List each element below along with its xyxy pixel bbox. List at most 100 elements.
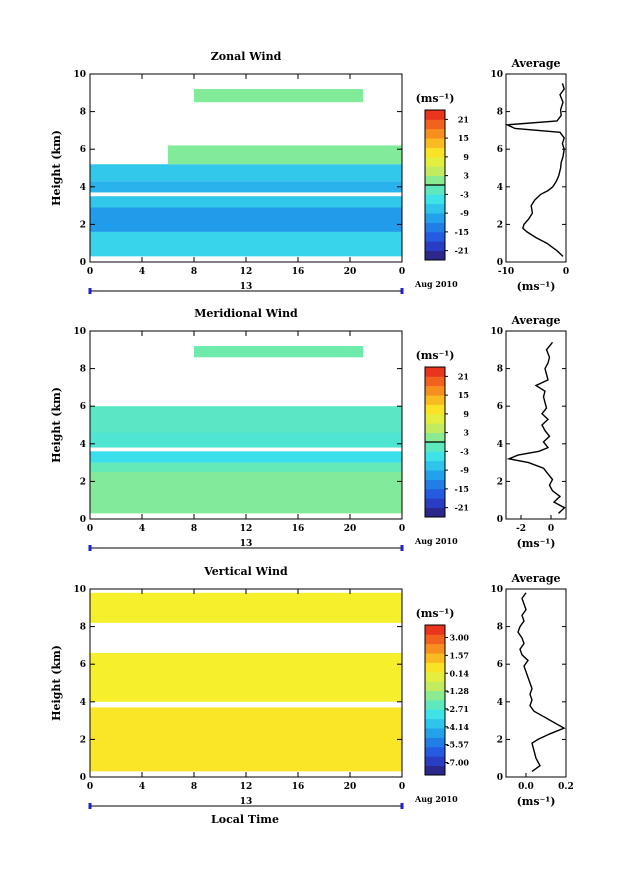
colorbar-tick-label: 21 [458, 114, 469, 124]
colorbar-tick-label: 9 [463, 152, 469, 162]
colorbar-segment [425, 681, 445, 692]
colorbar-segment [425, 367, 445, 377]
y-axis-label: Height (km) [50, 645, 63, 721]
x-tick-label: 0 [87, 524, 93, 534]
colorbar-segment [425, 166, 445, 177]
colorbar-segment [425, 128, 445, 139]
average-y-tick-label: 4 [497, 698, 503, 708]
average-frame [505, 588, 567, 778]
date-month-label: Aug 2010 [414, 536, 458, 546]
panel-title: Vertical Wind [203, 565, 288, 578]
average-profile-line [506, 341, 566, 514]
average-x-label: (ms⁻¹) [517, 280, 556, 293]
colorbar-segment [425, 653, 445, 663]
x-tick-label: 4 [139, 524, 145, 534]
x-tick-label: 20 [344, 267, 357, 277]
y-tick-label: 2 [80, 477, 86, 487]
heatmap-layer [90, 707, 402, 772]
colorbar-segment [425, 442, 445, 452]
colorbar-tick-label: 15 [458, 133, 469, 143]
date-bar-start [88, 288, 92, 294]
average-y-tick-label: 10 [490, 585, 503, 595]
x-tick-label: 12 [240, 524, 253, 534]
date-bar-start [88, 545, 92, 551]
colorbar-tick-label: -3 [460, 446, 469, 456]
colorbar-segment [425, 643, 445, 654]
colorbar-tick-label: 3.00 [450, 633, 470, 643]
colorbar-segment [425, 671, 445, 682]
heatmap-layer [90, 432, 402, 448]
heatmap-layer [90, 164, 402, 182]
heatmap-layer [90, 592, 402, 623]
average-x-tick-label: 0.2 [558, 782, 574, 792]
average-y-tick-label: 0 [497, 515, 503, 525]
average-y-tick-label: 2 [497, 220, 503, 230]
y-tick-label: 0 [80, 515, 86, 525]
colorbar-segment [425, 451, 445, 462]
average-y-tick-label: 0 [497, 258, 503, 268]
x-tick-label: 4 [139, 782, 145, 792]
average-y-tick-label: 6 [497, 660, 503, 670]
y-tick-label: 6 [80, 402, 86, 412]
panel-title: Meridional Wind [194, 307, 298, 320]
x-tick-label: 12 [240, 782, 253, 792]
average-x-label: (ms⁻¹) [517, 537, 556, 550]
y-tick-label: 10 [73, 585, 86, 595]
colorbar-segment [425, 147, 445, 158]
average-x-tick-label: 0 [548, 524, 554, 534]
colorbar-segment [425, 404, 445, 415]
x-tick-label: 8 [191, 524, 197, 534]
colorbar-segment [425, 110, 445, 120]
colorbar-segment [425, 185, 445, 195]
heatmap-layer [90, 231, 402, 257]
colorbar-segment [425, 718, 445, 729]
average-title: Average [510, 57, 560, 70]
colorbar-tick-label: -2.71 [446, 704, 469, 714]
y-tick-label: 4 [80, 440, 86, 450]
average-x-tick-label: -10 [498, 267, 514, 277]
x-tick-label: 0 [399, 524, 405, 534]
colorbar-unit: (ms⁻¹) [416, 349, 455, 362]
colorbar-tick-label: -21 [455, 246, 469, 256]
colorbar-segment [425, 432, 445, 443]
heatmap-layer [90, 462, 402, 472]
date-bar-start [88, 803, 92, 809]
x-tick-label: 8 [191, 267, 197, 277]
colorbar-tick-label: 15 [458, 390, 469, 400]
y-axis-label: Height (km) [50, 387, 63, 463]
date-bar-end [400, 545, 404, 551]
average-y-tick-label: 10 [490, 70, 503, 80]
date-bar-end [400, 803, 404, 809]
colorbar-segment [425, 413, 445, 424]
colorbar-tick-label: -7.00 [446, 758, 469, 768]
colorbar-segment [425, 376, 445, 387]
heatmap-layer [194, 346, 363, 358]
y-tick-label: 10 [73, 70, 86, 80]
average-y-tick-label: 4 [497, 440, 503, 450]
colorbar-segment [425, 119, 445, 130]
y-tick-label: 0 [80, 258, 86, 268]
colorbar-tick-label: 0.14 [450, 668, 470, 678]
colorbar-tick-label: 3 [463, 428, 469, 438]
y-tick-label: 6 [80, 660, 86, 670]
heatmap-layer [90, 472, 402, 514]
y-tick-label: 8 [80, 365, 86, 375]
colorbar-segment [425, 231, 445, 242]
colorbar-segment [425, 222, 445, 233]
average-y-tick-label: 2 [497, 735, 503, 745]
colorbar-segment [425, 479, 445, 490]
colorbar-segment [425, 423, 445, 434]
colorbar-unit: (ms⁻¹) [416, 92, 455, 105]
average-frame [505, 330, 567, 520]
heatmap-layer [90, 406, 402, 433]
x-tick-label: 0 [399, 267, 405, 277]
date-month-label: Aug 2010 [414, 794, 458, 804]
heatmap-layer [90, 652, 402, 702]
colorbar-segment [425, 690, 445, 701]
colorbar-segment [425, 395, 445, 405]
colorbar-segment [425, 756, 445, 767]
panel-title: Zonal Wind [211, 50, 282, 63]
y-tick-label: 0 [80, 773, 86, 783]
